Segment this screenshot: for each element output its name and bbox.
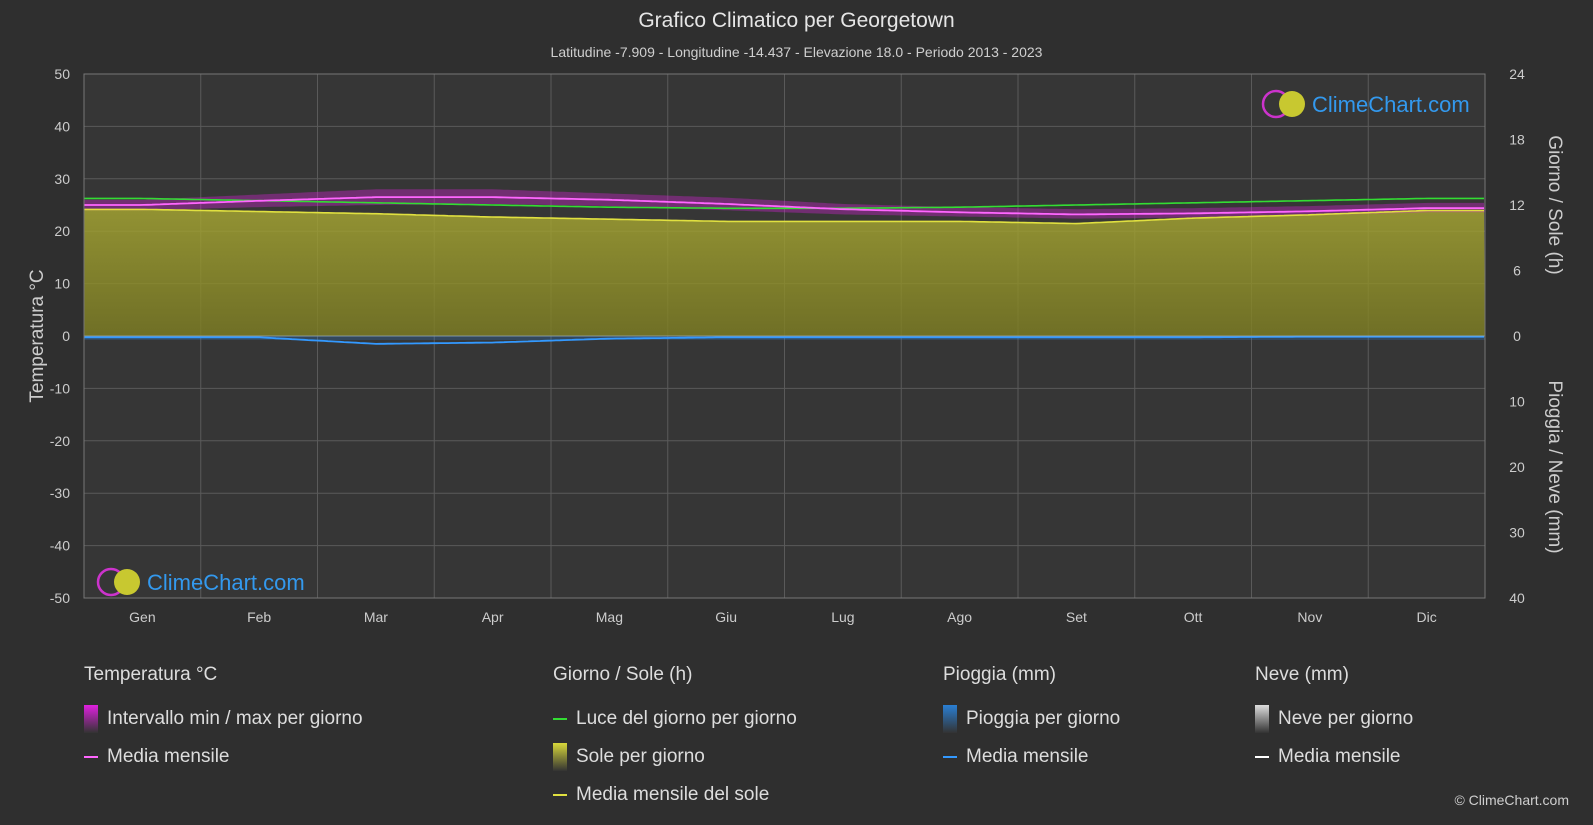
legend-group: Pioggia (mm) Pioggia per giorno Media mens… [943, 664, 1120, 776]
legend-swatch [553, 718, 567, 720]
legend-label: Media mensile [107, 746, 230, 767]
sunshine-area [84, 209, 1485, 336]
legend-swatch [84, 705, 98, 733]
legend-group: Giorno / Sole (h) Luce del giorno per gio… [553, 664, 797, 814]
y-right-bottom-tick-label: 20 [1509, 459, 1525, 475]
legend-swatch [943, 756, 957, 758]
legend-label: Media mensile [966, 746, 1089, 767]
logo-sun-icon [1279, 91, 1305, 117]
y-right-top-axis-title: Giorno / Sole (h) [1544, 135, 1565, 274]
legend-label: Sole per giorno [576, 746, 705, 767]
x-tick-label: Set [1066, 609, 1087, 625]
legend-item: Neve per giorno [1255, 700, 1413, 738]
legend-group-title: Neve (mm) [1255, 664, 1349, 685]
y-right-top-tick-label: 18 [1509, 132, 1525, 148]
legend-label: Luce del giorno per giorno [576, 708, 797, 729]
y-left-tick-label: -40 [50, 538, 70, 554]
legend-swatch [943, 705, 957, 733]
watermark-text: ClimeChart.com [147, 570, 305, 595]
chart-subtitle: Latitudine -7.909 - Longitudine -14.437 … [550, 44, 1043, 60]
x-tick-label: Giu [715, 609, 737, 625]
y-left-tick-label: 30 [54, 171, 70, 187]
climate-chart: 50 40 30 20 10 0 -10 -20 -30 -40 -50 24 18 12 6 0 10 20 30… [27, 66, 1565, 625]
legend-item: Media mensile [84, 738, 363, 776]
chart-title: Grafico Climatico per Georgetown [638, 9, 955, 32]
legend-item: Media mensile [943, 738, 1120, 776]
y-left-tick-label: 10 [54, 276, 70, 292]
y-left-tick-label: -30 [50, 485, 70, 501]
daylight-line [84, 197, 1484, 210]
y-left-axis-title: Temperatura °C [27, 269, 48, 402]
y-left-tick-label: 0 [62, 328, 70, 344]
x-tick-label: Nov [1297, 609, 1322, 625]
y-right-bottom-tick-label: 30 [1509, 525, 1525, 541]
legend-label: Pioggia per giorno [966, 708, 1121, 729]
legend-label: Intervallo min / max per giorno [107, 708, 363, 729]
temperature-mean-line [84, 196, 1484, 216]
y-left-tick-label: -50 [50, 590, 70, 606]
legend-group: Temperatura °C Intervallo min / max per g… [84, 664, 363, 776]
y-right-top-tick-label: 24 [1509, 66, 1525, 82]
plot-border [83, 73, 1486, 599]
legend-group-title: Temperatura °C [84, 664, 218, 685]
x-tick-label: Mag [596, 609, 623, 625]
x-tick-label: Mar [364, 609, 388, 625]
watermark-top: ClimeChart.com [1261, 89, 1470, 119]
legend-swatch [553, 794, 567, 796]
legend-group-title: Pioggia (mm) [943, 664, 1056, 685]
legend-group: Neve (mm) Neve per giorno Media mensile [1255, 664, 1413, 776]
y-left-tick-label: -10 [50, 380, 70, 396]
legend-label: Media mensile [1278, 746, 1401, 767]
rain-mean-line [84, 335, 1484, 345]
legend-swatch [84, 756, 98, 758]
y-right-top-tick-label: 6 [1513, 263, 1521, 279]
legend-item: Sole per giorno [553, 738, 797, 776]
y-right-top-tick-label: 12 [1509, 197, 1525, 213]
legend-item: Luce del giorno per giorno [553, 700, 797, 738]
x-tick-label: Dic [1417, 609, 1437, 625]
y-left-tick-label: 40 [54, 118, 70, 134]
y-right-bottom-tick-label: 10 [1509, 394, 1525, 410]
legend-item: Intervallo min / max per giorno [84, 700, 363, 738]
watermark-text: ClimeChart.com [1312, 92, 1470, 117]
legend-item: Media mensile del sole [553, 776, 797, 814]
legend-group-title: Giorno / Sole (h) [553, 664, 693, 685]
x-tick-label: Ott [1184, 609, 1203, 625]
x-tick-label: Gen [129, 609, 155, 625]
sunshine-mean-line [84, 208, 1484, 225]
x-tick-label: Ago [947, 609, 972, 625]
watermark-bottom: ClimeChart.com [96, 567, 305, 597]
x-tick-label: Feb [247, 609, 271, 625]
logo-sun-icon [114, 569, 140, 595]
y-right-bottom-axis-title: Pioggia / Neve (mm) [1544, 380, 1565, 553]
copyright: © ClimeChart.com [1454, 792, 1569, 808]
legend-swatch [553, 743, 567, 771]
y-left-tick-label: 50 [54, 66, 70, 82]
y-right-top-tick-label: 0 [1513, 328, 1521, 344]
legend-swatch [1255, 705, 1269, 733]
x-tick-label: Lug [831, 609, 854, 625]
legend-swatch [1255, 756, 1269, 758]
legend-label: Media mensile del sole [576, 784, 770, 805]
legend-label: Neve per giorno [1278, 708, 1414, 729]
y-left-tick-label: 20 [54, 223, 70, 239]
legend-item: Pioggia per giorno [943, 700, 1120, 738]
legend-item: Media mensile [1255, 738, 1413, 776]
y-left-tick-label: -20 [50, 433, 70, 449]
x-tick-label: Apr [482, 609, 504, 625]
y-right-bottom-tick-label: 40 [1509, 590, 1525, 606]
